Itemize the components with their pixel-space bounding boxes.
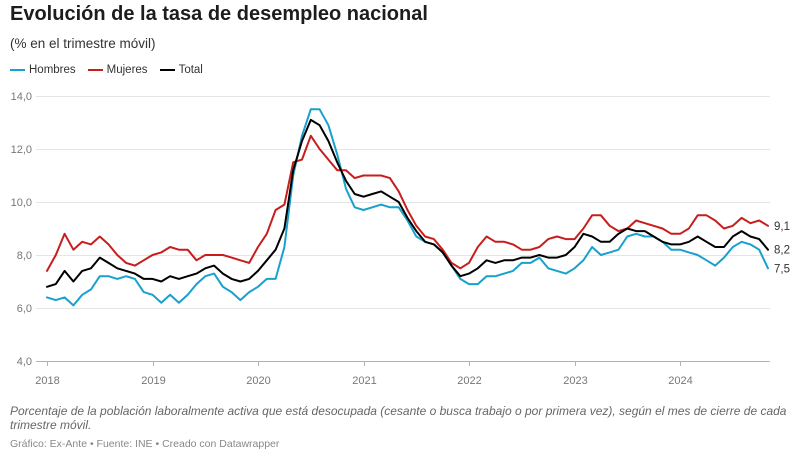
x-tick-label: 2020: [246, 375, 270, 387]
legend-item-total: Total: [159, 62, 203, 78]
legend-item-mujeres: Mujeres: [87, 62, 148, 78]
x-tick-label: 2024: [668, 375, 692, 387]
legend-swatch-hombres: [10, 69, 25, 71]
end-label-hombres: 7,5: [774, 263, 790, 275]
legend-label-total: Total: [178, 64, 203, 76]
y-tick-label: 8,0: [17, 250, 32, 262]
x-tick-label: 2022: [457, 375, 481, 387]
x-axis-labels: 2018 2019 2020 2021 2022 2023 2024: [35, 361, 693, 387]
chart-footnote: Porcentaje de la población laboralmente …: [10, 404, 787, 432]
series-lines: [46, 108, 769, 307]
y-tick-label: 6,0: [17, 303, 32, 315]
legend-item-hombres: Hombres: [10, 62, 76, 78]
chart-title: Evolución de la tasa de desempleo nacion…: [10, 3, 428, 25]
series-line-hombres: [46, 108, 769, 307]
legend-swatch-mujeres: [87, 69, 103, 71]
gridlines: [36, 96, 770, 362]
end-label-mujeres: 9,1: [774, 221, 790, 233]
series-line-mujeres: [46, 134, 769, 272]
x-tick-label: 2018: [35, 375, 59, 387]
end-labels: 7,5 9,1 8,2: [774, 221, 790, 275]
legend: Hombres Mujeres Total: [10, 62, 203, 78]
y-tick-label: 12,0: [11, 144, 32, 156]
y-tick-label: 10,0: [11, 197, 32, 209]
legend-swatch-total: [159, 69, 175, 71]
end-label-total: 8,2: [774, 245, 790, 257]
plot-area: 4,0 6,0 8,0 10,0 12,0 14,0 2018 2019 2020 2021 202…: [11, 91, 790, 387]
y-axis-labels: 4,0 6,0 8,0 10,0 12,0 14,0: [11, 91, 32, 368]
chart-credit: Gráfico: Ex-Ante • Fuente: INE • Creado …: [10, 438, 280, 450]
y-tick-label: 14,0: [11, 91, 32, 103]
x-tick-label: 2019: [141, 375, 165, 387]
legend-label-hombres: Hombres: [29, 64, 76, 76]
x-tick-label: 2021: [352, 375, 376, 387]
x-tick-label: 2023: [563, 375, 587, 387]
chart-subtitle: (% en el trimestre móvil): [10, 36, 156, 51]
legend-label-mujeres: Mujeres: [106, 64, 148, 76]
y-tick-label: 4,0: [17, 356, 32, 368]
series-line-total: [46, 118, 769, 288]
